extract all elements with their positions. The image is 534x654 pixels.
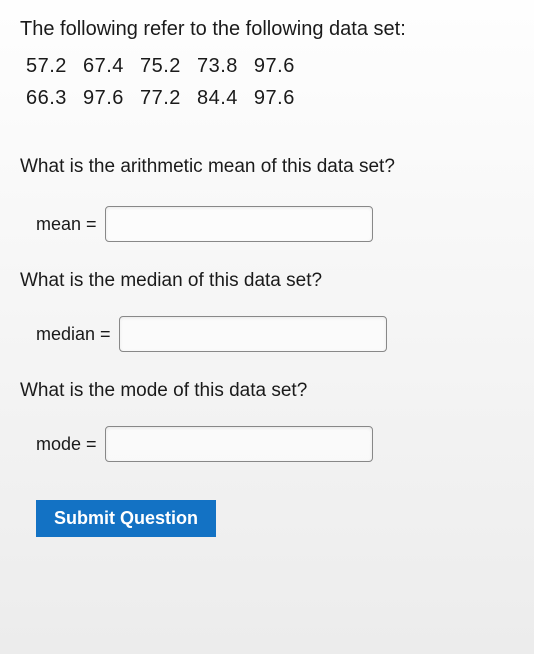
median-input-row: median = [20, 316, 514, 352]
submit-button[interactable]: Submit Question [36, 500, 216, 537]
data-row-2: 66.3 97.6 77.2 84.4 97.6 [20, 82, 514, 114]
data-row-1: 57.2 67.4 75.2 73.8 97.6 [20, 50, 514, 82]
question-mean: What is the arithmetic mean of this data… [20, 156, 514, 178]
median-label: median = [36, 324, 111, 345]
question-mode: What is the mode of this data set? [20, 380, 514, 402]
mean-label: mean = [36, 214, 97, 235]
mean-input-row: mean = [20, 206, 514, 242]
intro-text: The following refer to the following dat… [20, 14, 514, 44]
mode-input-row: mode = [20, 426, 514, 462]
question-median: What is the median of this data set? [20, 270, 514, 292]
mean-input[interactable] [105, 206, 373, 242]
mode-label: mode = [36, 434, 97, 455]
mode-input[interactable] [105, 426, 373, 462]
median-input[interactable] [119, 316, 387, 352]
